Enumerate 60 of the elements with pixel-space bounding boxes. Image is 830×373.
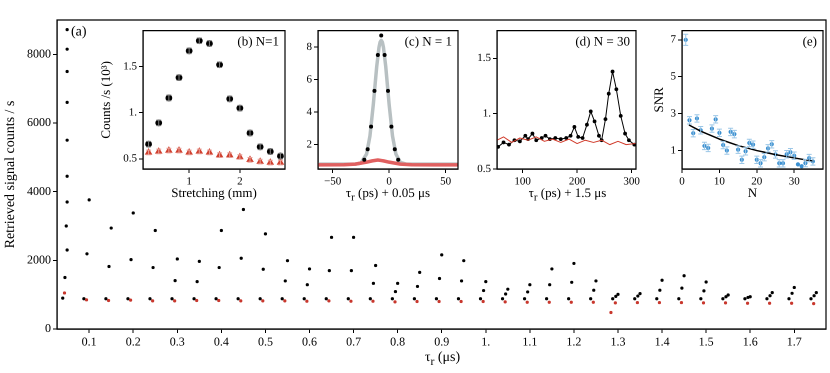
y-tick-label: 4000 [27, 184, 51, 198]
y-axis-title: Retrieved signal counts / s [3, 100, 18, 248]
y-tick-label: 1. [128, 106, 138, 119]
x-tick-label: 100 [514, 175, 532, 188]
y-tick-label: 0 [45, 321, 51, 336]
x-axis-title: Stretching (mm) [171, 185, 257, 200]
x-tick-label: 1.7 [786, 334, 802, 348]
x-tick-label: 50 [440, 175, 452, 188]
x-tick-label: 300 [623, 175, 640, 188]
y-tick-label: 0.5 [123, 152, 138, 165]
y-tick-label: 8000 [27, 46, 51, 60]
x-tick-label: 200 [568, 175, 586, 188]
y-tick-label: 8 [306, 40, 312, 53]
y-tick-label: 1.5 [477, 52, 492, 64]
x-tick-label: 0.8 [390, 334, 406, 348]
y-tick-label: 1. [482, 108, 492, 120]
y-tick-label: 6000 [27, 115, 51, 130]
x-tick-label: 1 [186, 175, 192, 188]
x-axis-title: τ$_{r}$ (ps) + 0.05 μs [346, 185, 430, 204]
x-tick-label: 30 [788, 175, 800, 188]
x-tick-label: 1.3 [610, 334, 626, 348]
y-tick-label: 6 [306, 73, 312, 86]
annotation: (b) N=1 [237, 34, 279, 49]
x-tick-label: 0.3 [170, 334, 185, 348]
x-axis-title: τ$_{r}$ (μs) [424, 350, 460, 368]
y-tick-label: 4 [306, 106, 312, 118]
x-tick-label: 0.1 [82, 334, 97, 348]
x-tick-label: 0.4 [214, 334, 229, 348]
annotation: (a) [71, 24, 87, 40]
y-tick-label: 3 [670, 108, 676, 120]
x-tick-label: 0.5 [258, 334, 273, 348]
x-tick-label: 1.5 [698, 334, 714, 348]
annotation: (c) N = 1 [404, 34, 452, 49]
y-tick-label: 1 [670, 144, 676, 156]
y-tick-label: 5 [670, 70, 676, 83]
x-tick-label: 1.4 [654, 334, 670, 348]
x-tick-label: 1.1 [522, 334, 538, 348]
y-tick-label: 1.5 [123, 60, 138, 72]
x-tick-label: 2 [237, 175, 243, 188]
x-axis-title: N [748, 185, 758, 200]
x-axis-title: τ$_{r}$ (ps) + 1.5 μs [528, 185, 606, 204]
x-tick-label: 0.9 [434, 334, 450, 348]
x-tick-label: 0 [386, 175, 392, 188]
x-tick-label: 10 [714, 175, 726, 188]
y-tick-label: 2000 [27, 252, 51, 266]
x-tick-label: 1.6 [742, 334, 758, 348]
x-tick-label: 0 [679, 175, 686, 188]
x-tick-label: 0.6 [302, 334, 318, 348]
y-tick-label: 2 [306, 138, 312, 150]
x-tick-label: 20 [751, 175, 763, 188]
x-tick-label: 1.2 [566, 334, 582, 348]
annotation: (d) N = 30 [575, 34, 630, 49]
y-tick-label: 7 [670, 34, 676, 46]
x-tick-label: 0.7 [346, 334, 362, 348]
x-tick-label: 0.2 [126, 334, 141, 348]
y-axis-title: Counts /s (10³) [98, 61, 114, 139]
x-tick-label: −50 [324, 175, 342, 188]
annotation: (e) [802, 34, 817, 49]
y-tick-label: 0.5 [477, 162, 492, 175]
y-axis-title: SNR [651, 86, 666, 112]
